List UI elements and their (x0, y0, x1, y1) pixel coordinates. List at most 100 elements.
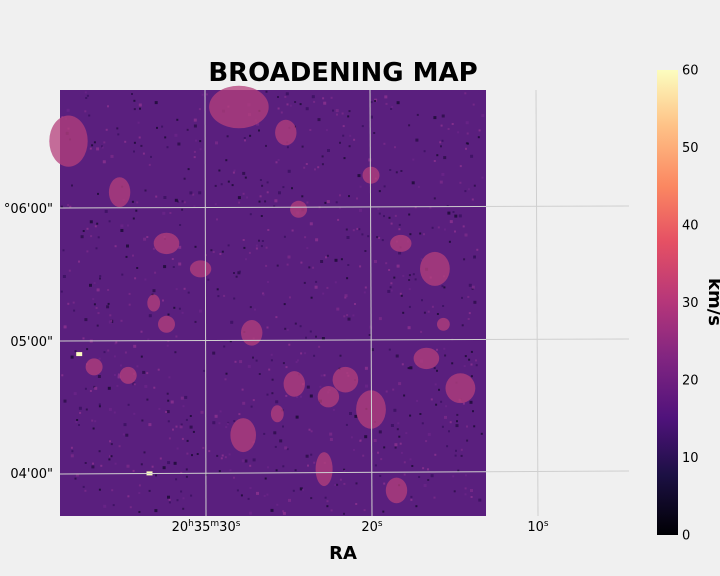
noise-speckle (177, 142, 181, 146)
noise-speckle (323, 101, 327, 105)
noise-speckle (381, 239, 384, 242)
noise-speckle (300, 395, 302, 398)
noise-speckle (205, 254, 207, 257)
noise-speckle (461, 296, 463, 299)
noise-speckle (439, 180, 443, 184)
noise-speckle (454, 454, 457, 457)
noise-speckle (324, 496, 327, 499)
noise-speckle (470, 375, 473, 378)
noise-speckle (470, 489, 473, 492)
noise-speckle (282, 425, 284, 428)
noise-speckle (220, 457, 223, 460)
noise-speckle (315, 335, 317, 338)
noise-speckle (470, 350, 473, 353)
noise-speckle (284, 327, 287, 330)
noise-speckle (133, 383, 136, 386)
noise-speckle (398, 223, 401, 226)
noise-speckle (94, 420, 97, 423)
heatmap-background (60, 90, 486, 516)
noise-speckle (212, 351, 216, 355)
noise-speckle (229, 340, 232, 343)
grid-line-dec (59, 338, 630, 342)
noise-speckle (326, 286, 329, 289)
noise-speckle (396, 428, 399, 431)
noise-speckle (255, 244, 258, 247)
noise-speckle (86, 94, 89, 97)
noise-speckle (163, 196, 167, 199)
noise-speckle (341, 112, 344, 115)
noise-speckle (473, 300, 477, 304)
noise-speckle (321, 163, 324, 166)
noise-speckle (121, 273, 124, 276)
noise-speckle (70, 454, 74, 458)
noise-speckle (107, 349, 110, 352)
noise-speckle (243, 137, 246, 139)
noise-speckle (418, 476, 421, 478)
noise-speckle (193, 150, 196, 153)
broadened-clump (119, 366, 137, 384)
noise-speckle (224, 378, 227, 381)
noise-speckle (481, 114, 485, 118)
noise-speckle (294, 322, 297, 325)
noise-speckle (373, 132, 376, 134)
noise-speckle (284, 95, 287, 98)
noise-speckle (271, 392, 274, 395)
noise-speckle (412, 158, 415, 161)
noise-speckle (89, 283, 92, 287)
noise-speckle (305, 336, 307, 339)
noise-speckle (287, 169, 291, 173)
noise-speckle (465, 147, 467, 150)
noise-speckle (347, 264, 350, 266)
noise-speckle (266, 493, 269, 496)
noise-speckle (326, 500, 329, 503)
grid-line-dec (59, 205, 630, 209)
noise-speckle (436, 369, 438, 372)
noise-speckle (246, 196, 249, 199)
noise-speckle (417, 185, 420, 188)
noise-speckle (88, 114, 91, 117)
noise-speckle (193, 124, 197, 128)
noise-speckle (173, 306, 176, 309)
noise-speckle (86, 227, 89, 230)
noise-speckle (434, 383, 437, 386)
noise-speckle (423, 484, 427, 487)
noise-speckle (441, 285, 444, 288)
noise-speckle (403, 473, 406, 476)
noise-speckle (323, 374, 326, 377)
x-tick-label: 20h35m30s (172, 519, 241, 535)
noise-speckle (335, 109, 339, 113)
noise-speckle (402, 274, 405, 277)
x-axis-label: RA (329, 543, 357, 564)
noise-speckle (181, 208, 184, 211)
x-tick-label: 10s (527, 519, 549, 535)
noise-speckle (275, 400, 279, 404)
noise-speckle (266, 393, 269, 396)
noise-speckle (342, 125, 345, 128)
noise-speckle (223, 345, 226, 348)
noise-speckle (456, 420, 458, 423)
noise-speckle (343, 315, 346, 318)
noise-speckle (464, 487, 467, 490)
noise-speckle (225, 426, 228, 429)
noise-speckle (370, 115, 373, 119)
noise-speckle (464, 190, 467, 193)
noise-speckle (336, 113, 338, 116)
noise-speckle (101, 145, 103, 148)
noise-speckle (409, 233, 412, 236)
noise-speckle (390, 289, 393, 292)
noise-speckle (443, 347, 446, 350)
noise-speckle (98, 403, 101, 406)
noise-speckle (457, 131, 460, 134)
noise-speckle (401, 363, 404, 366)
noise-speckle (438, 388, 440, 391)
broadened-clump (385, 477, 408, 504)
noise-speckle (148, 489, 151, 492)
colorbar-label: km/s (704, 278, 720, 326)
noise-speckle (110, 319, 113, 322)
noise-speckle (264, 477, 267, 480)
noise-speckle (468, 358, 471, 361)
y-tick-labels: 04'00" 05'00" °06'00" (4, 202, 53, 482)
noise-speckle (275, 469, 278, 472)
noise-speckle (225, 159, 228, 162)
broadened-clump (209, 85, 269, 129)
